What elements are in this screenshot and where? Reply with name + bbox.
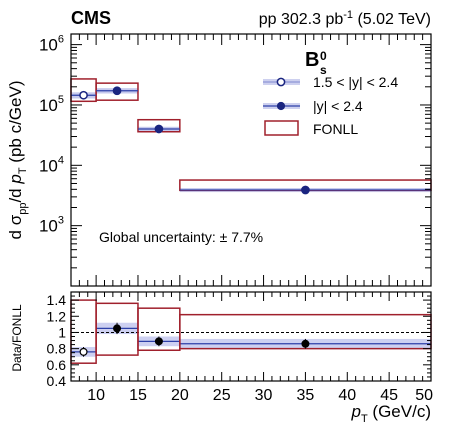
x-tick-label: 50 bbox=[415, 387, 433, 404]
particle-sup: 0 bbox=[320, 49, 327, 63]
ratio-point-filled bbox=[113, 324, 122, 333]
x-axis-title: pT (GeV/c) bbox=[351, 402, 432, 425]
legend-label-fonll: FONLL bbox=[313, 121, 358, 137]
legend-open-marker bbox=[276, 77, 286, 87]
ratio-y-tick-label: 1.4 bbox=[47, 292, 67, 308]
x-tick-label: 45 bbox=[380, 387, 398, 404]
y-axis-title-ratio: Data/FONLL bbox=[10, 304, 24, 372]
x-tick-label: 40 bbox=[338, 387, 356, 404]
data-point-filled bbox=[112, 86, 122, 96]
legend-fonll-box bbox=[264, 120, 299, 136]
ratio-y-tick-label: 0.4 bbox=[47, 373, 67, 389]
ratio-y-tick-label: 1 bbox=[58, 324, 66, 340]
data-point-filled bbox=[154, 124, 164, 134]
x-tick-label: 25 bbox=[213, 387, 231, 404]
y-tick-label: 103 bbox=[39, 215, 64, 236]
x-tick-label: 30 bbox=[255, 387, 273, 404]
particle-sub: s bbox=[320, 63, 327, 77]
x-tick-label: 15 bbox=[129, 387, 147, 404]
y-axis-title-top: d σpp/d pT (pb c/GeV) bbox=[6, 81, 29, 240]
top-frame bbox=[70, 33, 432, 287]
y-tick-label: 105 bbox=[39, 94, 64, 115]
cross-section-panel: 103 104 105 106 bbox=[39, 33, 432, 287]
y-tick-label: 104 bbox=[39, 154, 64, 175]
ratio-point-open bbox=[79, 347, 88, 356]
ratio-frame bbox=[70, 291, 432, 382]
data-point-open bbox=[79, 90, 88, 100]
x-tick-label: 35 bbox=[297, 387, 315, 404]
fonll-box bbox=[95, 82, 139, 101]
ratio-point-filled bbox=[301, 339, 310, 348]
y-tick-label: 106 bbox=[39, 34, 64, 55]
legend-filled-marker bbox=[276, 101, 286, 111]
experiment-label: CMS bbox=[71, 8, 111, 28]
global-uncertainty-note: Global uncertainty: ± 7.7% bbox=[99, 229, 263, 245]
x-tick-label: 20 bbox=[171, 387, 189, 404]
ratio-point-filled bbox=[154, 337, 163, 346]
x-tick-label: 10 bbox=[87, 387, 105, 404]
legend-label-forward: 1.5 < |y| < 2.4 bbox=[313, 74, 398, 90]
ratio-panel: 0.40.60.811.21.4 10 15 20 25 30 35 40 45 50 bbox=[47, 291, 433, 404]
lumi-label: pp 302.3 pb-1 (5.02 TeV) bbox=[259, 9, 431, 28]
data-point-filled bbox=[301, 185, 310, 195]
legend: 1.5 < |y| < 2.4 |y| < 2.4 FONLL bbox=[263, 74, 398, 137]
ratio-y-tick-label: 1.2 bbox=[47, 308, 67, 324]
ratio-y-tick-label: 0.6 bbox=[47, 357, 67, 373]
particle-label: B bbox=[305, 49, 319, 71]
ratio-y-tick-label: 0.8 bbox=[47, 341, 67, 357]
legend-label-central: |y| < 2.4 bbox=[313, 98, 363, 114]
